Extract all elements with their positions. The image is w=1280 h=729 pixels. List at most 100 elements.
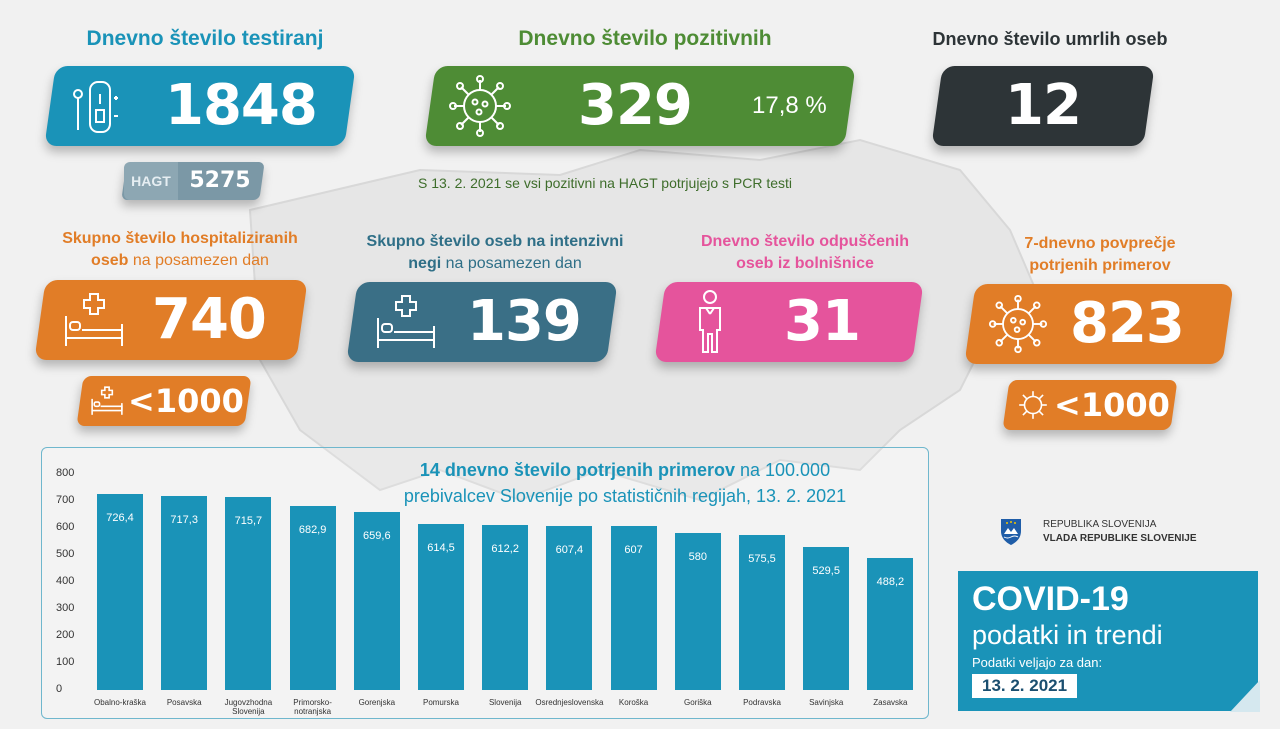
x-category-label: Goriška: [684, 698, 712, 707]
bar-12: [803, 547, 850, 690]
bar-6: [418, 524, 464, 690]
bar-11: [739, 534, 785, 690]
bar-value-label: 726,4: [106, 511, 134, 524]
discharged-title: Dnevno število odpuščenih oseb iz bolniš…: [670, 231, 940, 275]
icu-card: 139: [346, 282, 618, 362]
hospitalized-target: <1000: [128, 382, 244, 420]
x-category-label: Zasavska: [873, 698, 908, 707]
y-tick-label: 200: [56, 629, 75, 641]
testing-card: 1848: [44, 66, 356, 146]
icu-title-line2-bold: negi: [408, 255, 442, 272]
y-tick-label: 400: [56, 575, 75, 587]
hospitalized-title: Skupno število hospitaliziranih oseb na …: [40, 228, 320, 272]
bar-13: [867, 558, 914, 690]
avg7-value: 823: [1070, 291, 1184, 356]
positive-value: 329: [578, 73, 692, 138]
deaths-value: 12: [1005, 73, 1081, 138]
person-icon: [699, 290, 721, 353]
icu-title-suffix: na posamezen dan: [441, 255, 582, 272]
avg7-title: 7-dnevno povprečje potrjenih primerov: [970, 233, 1230, 277]
virus-icon: [449, 75, 511, 137]
hospitalized-title-line1: Skupno število hospitaliziranih: [62, 230, 298, 247]
discharged-card: 31: [654, 282, 924, 362]
x-category-label: Slovenija: [488, 698, 522, 707]
bar-value-label: 575,5: [748, 552, 776, 565]
x-category-label: Pomurska: [422, 698, 459, 707]
bar-4: [289, 505, 336, 690]
deaths-title: Dnevno število umrlih oseb: [932, 29, 1168, 49]
x-category-label: Posavska: [166, 698, 202, 707]
bar-5: [353, 511, 400, 690]
hospitalized-value: 740: [152, 287, 266, 352]
y-tick-label: 700: [56, 494, 75, 506]
discharged-title-line1: Dnevno število odpuščenih: [700, 233, 910, 250]
footer-subtitle: podatki in trendi: [972, 620, 1163, 650]
positive-note: S 13. 2. 2021 se vsi pozitivni na HAGT p…: [418, 175, 793, 191]
bar-value-label: 659,6: [363, 529, 391, 542]
chart-title: 14 dnevno število potrjenih primerov na …: [330, 457, 920, 509]
coat-of-arms-icon: [1001, 519, 1021, 545]
hospital-bed-icon: [91, 386, 123, 415]
hospitalized-title-line2-bold: oseb: [91, 252, 129, 269]
avg7-card: 823: [964, 284, 1234, 364]
footer-date: 13. 2. 2021: [972, 674, 1078, 698]
x-category-label: Koroška: [618, 698, 649, 707]
bar-2: [161, 496, 208, 690]
y-tick-label: 600: [56, 521, 75, 533]
avg7-target-badge: <1000: [1002, 380, 1178, 430]
testing-title: Dnevno število testiranj: [86, 27, 324, 50]
positive-card: 329 17,8 %: [424, 66, 856, 146]
hospitalized-target-badge: <1000: [76, 376, 252, 426]
bar-3: [225, 496, 272, 690]
bar-value-label: 614,5: [427, 542, 455, 555]
bar-value-label: 682,9: [298, 523, 327, 536]
icu-title-line1: Skupno število oseb na intenzivni: [366, 233, 624, 250]
x-category-label: Savinjska: [809, 698, 844, 707]
discharged-title-line2: oseb iz bolnišnice: [736, 255, 874, 272]
bar-10: [674, 533, 721, 690]
hagt-badge: HAGT 5275: [121, 162, 265, 200]
chart-title-rest: na 100.000: [734, 460, 831, 480]
x-category-label: Jugovzhodna Slovenija: [224, 698, 273, 716]
bar-value-label: 529,5: [812, 565, 840, 578]
x-category-label: Obalno-kraška: [93, 698, 147, 707]
bar-value-label: 607,4: [555, 544, 584, 556]
bar-value-label: 717,3: [170, 514, 198, 527]
footer-title: COVID-19: [972, 580, 1129, 618]
y-tick-label: 100: [56, 656, 75, 668]
bar-value-label: 488,2: [876, 576, 905, 589]
avg7-title-line1: 7-dnevno povprečje: [1024, 235, 1176, 252]
hospital-bed-icon: [65, 293, 123, 346]
deaths-card: 12: [931, 66, 1155, 146]
footer-corner-decor: [1230, 680, 1260, 712]
icu-value: 139: [467, 289, 581, 354]
x-category-label: Podravska: [743, 698, 781, 707]
y-tick-label: 800: [56, 467, 75, 479]
hospital-bed-icon: [377, 295, 435, 348]
avg7-title-line2: potrjenih primerov: [1029, 257, 1171, 274]
x-category-label: Osrednjeslovenska: [535, 698, 604, 707]
bar-value-label: 715,7: [234, 514, 263, 527]
x-category-label: Primorsko-notranjska: [293, 698, 332, 716]
y-tick-label: 0: [56, 683, 63, 695]
footer-panel: COVID-19 podatki in trendi Podatki velja…: [958, 571, 1258, 711]
positive-percent: 17,8 %: [752, 92, 827, 119]
virus-icon: [988, 294, 1048, 354]
test-kit-icon: [73, 81, 118, 133]
chart-title-bold: 14 dnevno število potrjenih primerov: [419, 460, 735, 480]
government-line1: REPUBLIKA SLOVENIJA: [1043, 519, 1157, 530]
hospitalized-title-suffix: na posamezen dan: [128, 252, 269, 269]
hagt-label: HAGT: [124, 162, 178, 200]
bar-7: [482, 524, 529, 690]
hagt-value: 5275: [189, 168, 251, 193]
bar-9: [610, 526, 657, 690]
virus-icon: [1019, 391, 1047, 419]
bar-8: [546, 526, 593, 690]
y-tick-label: 500: [56, 548, 75, 560]
bar-1: [97, 493, 143, 690]
discharged-value: 31: [784, 289, 860, 354]
bar-value-label: 607: [624, 544, 643, 557]
x-category-label: Gorenjska: [358, 698, 396, 707]
footer-valid-label: Podatki veljajo za dan:: [972, 655, 1103, 670]
